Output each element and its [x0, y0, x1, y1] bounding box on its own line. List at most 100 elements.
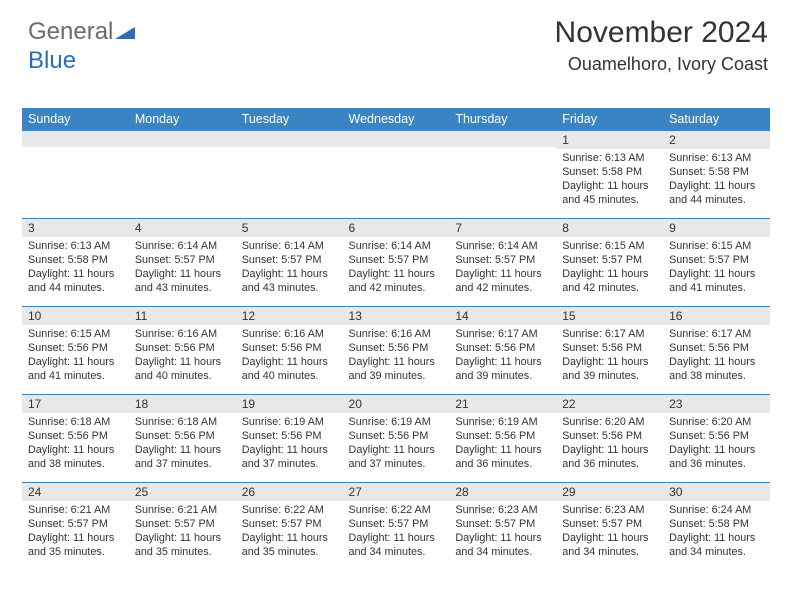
- sunset-text: Sunset: 5:56 PM: [28, 341, 123, 355]
- calendar-cell: 1Sunrise: 6:13 AMSunset: 5:58 PMDaylight…: [556, 131, 663, 219]
- calendar-cell: 24Sunrise: 6:21 AMSunset: 5:57 PMDayligh…: [22, 483, 129, 571]
- sunset-text: Sunset: 5:57 PM: [135, 253, 230, 267]
- brand-part1: General: [28, 18, 113, 45]
- day-number: 16: [663, 307, 770, 325]
- brand-triangle-icon: [115, 19, 135, 47]
- calendar-cell: 2Sunrise: 6:13 AMSunset: 5:58 PMDaylight…: [663, 131, 770, 219]
- daylight-text: Daylight: 11 hours and 35 minutes.: [242, 531, 337, 559]
- daylight-text: Daylight: 11 hours and 36 minutes.: [562, 443, 657, 471]
- daylight-text: Daylight: 11 hours and 43 minutes.: [135, 267, 230, 295]
- sunset-text: Sunset: 5:56 PM: [135, 341, 230, 355]
- sunrise-text: Sunrise: 6:15 AM: [562, 239, 657, 253]
- calendar-cell: 12Sunrise: 6:16 AMSunset: 5:56 PMDayligh…: [236, 307, 343, 395]
- sunrise-text: Sunrise: 6:19 AM: [242, 415, 337, 429]
- calendar-cell: 15Sunrise: 6:17 AMSunset: 5:56 PMDayligh…: [556, 307, 663, 395]
- sunrise-text: Sunrise: 6:21 AM: [135, 503, 230, 517]
- daylight-text: Daylight: 11 hours and 35 minutes.: [135, 531, 230, 559]
- sunrise-text: Sunrise: 6:17 AM: [669, 327, 764, 341]
- cell-body: Sunrise: 6:17 AMSunset: 5:56 PMDaylight:…: [556, 325, 663, 387]
- sunrise-text: Sunrise: 6:21 AM: [28, 503, 123, 517]
- daylight-text: Daylight: 11 hours and 40 minutes.: [135, 355, 230, 383]
- sunrise-text: Sunrise: 6:18 AM: [135, 415, 230, 429]
- sunset-text: Sunset: 5:57 PM: [242, 253, 337, 267]
- calendar-cell: 19Sunrise: 6:19 AMSunset: 5:56 PMDayligh…: [236, 395, 343, 483]
- daylight-text: Daylight: 11 hours and 39 minutes.: [562, 355, 657, 383]
- sunrise-text: Sunrise: 6:14 AM: [135, 239, 230, 253]
- calendar-cell: [343, 131, 450, 219]
- cell-body: Sunrise: 6:19 AMSunset: 5:56 PMDaylight:…: [449, 413, 556, 475]
- calendar-week-row: 1Sunrise: 6:13 AMSunset: 5:58 PMDaylight…: [22, 131, 770, 219]
- cell-body: Sunrise: 6:20 AMSunset: 5:56 PMDaylight:…: [663, 413, 770, 475]
- day-number: 2: [663, 131, 770, 149]
- day-number: 19: [236, 395, 343, 413]
- daylight-text: Daylight: 11 hours and 37 minutes.: [349, 443, 444, 471]
- cell-body: [22, 147, 129, 153]
- sunrise-text: Sunrise: 6:14 AM: [349, 239, 444, 253]
- calendar-cell: 4Sunrise: 6:14 AMSunset: 5:57 PMDaylight…: [129, 219, 236, 307]
- cell-body: Sunrise: 6:14 AMSunset: 5:57 PMDaylight:…: [236, 237, 343, 299]
- daylight-text: Daylight: 11 hours and 37 minutes.: [135, 443, 230, 471]
- day-number: 1: [556, 131, 663, 149]
- calendar-cell: [129, 131, 236, 219]
- sunset-text: Sunset: 5:57 PM: [562, 517, 657, 531]
- sunset-text: Sunset: 5:56 PM: [669, 341, 764, 355]
- day-number: 25: [129, 483, 236, 501]
- daylight-text: Daylight: 11 hours and 34 minutes.: [669, 531, 764, 559]
- cell-body: Sunrise: 6:21 AMSunset: 5:57 PMDaylight:…: [22, 501, 129, 563]
- calendar-cell: 27Sunrise: 6:22 AMSunset: 5:57 PMDayligh…: [343, 483, 450, 571]
- calendar-cell: 21Sunrise: 6:19 AMSunset: 5:56 PMDayligh…: [449, 395, 556, 483]
- sunrise-text: Sunrise: 6:22 AM: [349, 503, 444, 517]
- daylight-text: Daylight: 11 hours and 44 minutes.: [28, 267, 123, 295]
- cell-body: Sunrise: 6:22 AMSunset: 5:57 PMDaylight:…: [343, 501, 450, 563]
- day-header: Thursday: [449, 108, 556, 131]
- sunset-text: Sunset: 5:58 PM: [562, 165, 657, 179]
- day-number: 29: [556, 483, 663, 501]
- cell-body: Sunrise: 6:14 AMSunset: 5:57 PMDaylight:…: [449, 237, 556, 299]
- day-number: [129, 131, 236, 147]
- location-label: Ouamelhoro, Ivory Coast: [555, 54, 768, 75]
- sunset-text: Sunset: 5:58 PM: [669, 165, 764, 179]
- day-number: 5: [236, 219, 343, 237]
- calendar-table: Sunday Monday Tuesday Wednesday Thursday…: [22, 108, 770, 571]
- day-number: 15: [556, 307, 663, 325]
- day-header: Saturday: [663, 108, 770, 131]
- daylight-text: Daylight: 11 hours and 34 minutes.: [455, 531, 550, 559]
- sunrise-text: Sunrise: 6:16 AM: [135, 327, 230, 341]
- sunrise-text: Sunrise: 6:19 AM: [349, 415, 444, 429]
- calendar-cell: 18Sunrise: 6:18 AMSunset: 5:56 PMDayligh…: [129, 395, 236, 483]
- sunset-text: Sunset: 5:56 PM: [28, 429, 123, 443]
- sunrise-text: Sunrise: 6:13 AM: [28, 239, 123, 253]
- sunrise-text: Sunrise: 6:24 AM: [669, 503, 764, 517]
- calendar-cell: 25Sunrise: 6:21 AMSunset: 5:57 PMDayligh…: [129, 483, 236, 571]
- sunset-text: Sunset: 5:56 PM: [562, 341, 657, 355]
- day-number: 9: [663, 219, 770, 237]
- calendar-cell: 22Sunrise: 6:20 AMSunset: 5:56 PMDayligh…: [556, 395, 663, 483]
- calendar-cell: 23Sunrise: 6:20 AMSunset: 5:56 PMDayligh…: [663, 395, 770, 483]
- cell-body: Sunrise: 6:15 AMSunset: 5:57 PMDaylight:…: [556, 237, 663, 299]
- cell-body: [129, 147, 236, 153]
- daylight-text: Daylight: 11 hours and 34 minutes.: [349, 531, 444, 559]
- calendar-cell: [449, 131, 556, 219]
- daylight-text: Daylight: 11 hours and 41 minutes.: [669, 267, 764, 295]
- sunrise-text: Sunrise: 6:20 AM: [562, 415, 657, 429]
- day-number: 7: [449, 219, 556, 237]
- calendar-cell: 14Sunrise: 6:17 AMSunset: 5:56 PMDayligh…: [449, 307, 556, 395]
- daylight-text: Daylight: 11 hours and 36 minutes.: [455, 443, 550, 471]
- sunset-text: Sunset: 5:57 PM: [669, 253, 764, 267]
- sunset-text: Sunset: 5:56 PM: [455, 429, 550, 443]
- day-number: 26: [236, 483, 343, 501]
- day-header: Sunday: [22, 108, 129, 131]
- daylight-text: Daylight: 11 hours and 34 minutes.: [562, 531, 657, 559]
- day-number: 20: [343, 395, 450, 413]
- daylight-text: Daylight: 11 hours and 38 minutes.: [669, 355, 764, 383]
- daylight-text: Daylight: 11 hours and 41 minutes.: [28, 355, 123, 383]
- sunrise-text: Sunrise: 6:14 AM: [455, 239, 550, 253]
- cell-body: Sunrise: 6:19 AMSunset: 5:56 PMDaylight:…: [236, 413, 343, 475]
- day-number: 23: [663, 395, 770, 413]
- cell-body: [236, 147, 343, 153]
- daylight-text: Daylight: 11 hours and 42 minutes.: [455, 267, 550, 295]
- sunrise-text: Sunrise: 6:13 AM: [669, 151, 764, 165]
- cell-body: Sunrise: 6:17 AMSunset: 5:56 PMDaylight:…: [449, 325, 556, 387]
- cell-body: Sunrise: 6:16 AMSunset: 5:56 PMDaylight:…: [236, 325, 343, 387]
- sunset-text: Sunset: 5:57 PM: [349, 517, 444, 531]
